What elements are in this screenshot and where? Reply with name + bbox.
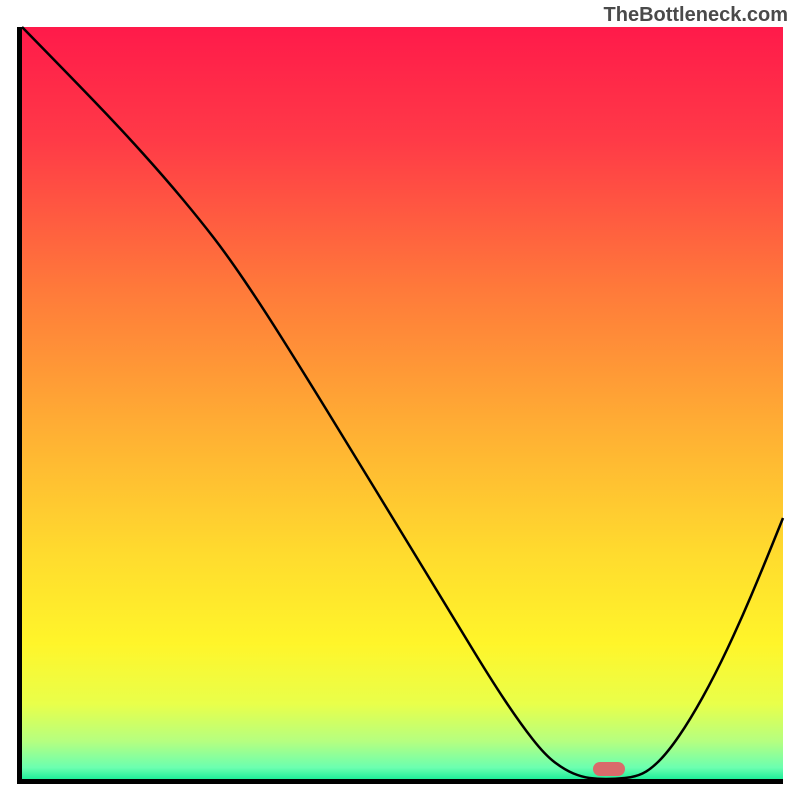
- chart-border-left: [17, 27, 22, 784]
- bottleneck-chart: [0, 0, 800, 800]
- watermark-text: TheBottleneck.com: [604, 4, 788, 27]
- optimal-marker: [593, 762, 625, 776]
- chart-border-bottom: [17, 779, 783, 784]
- plot-background: [22, 27, 783, 779]
- chart-svg: [0, 0, 800, 800]
